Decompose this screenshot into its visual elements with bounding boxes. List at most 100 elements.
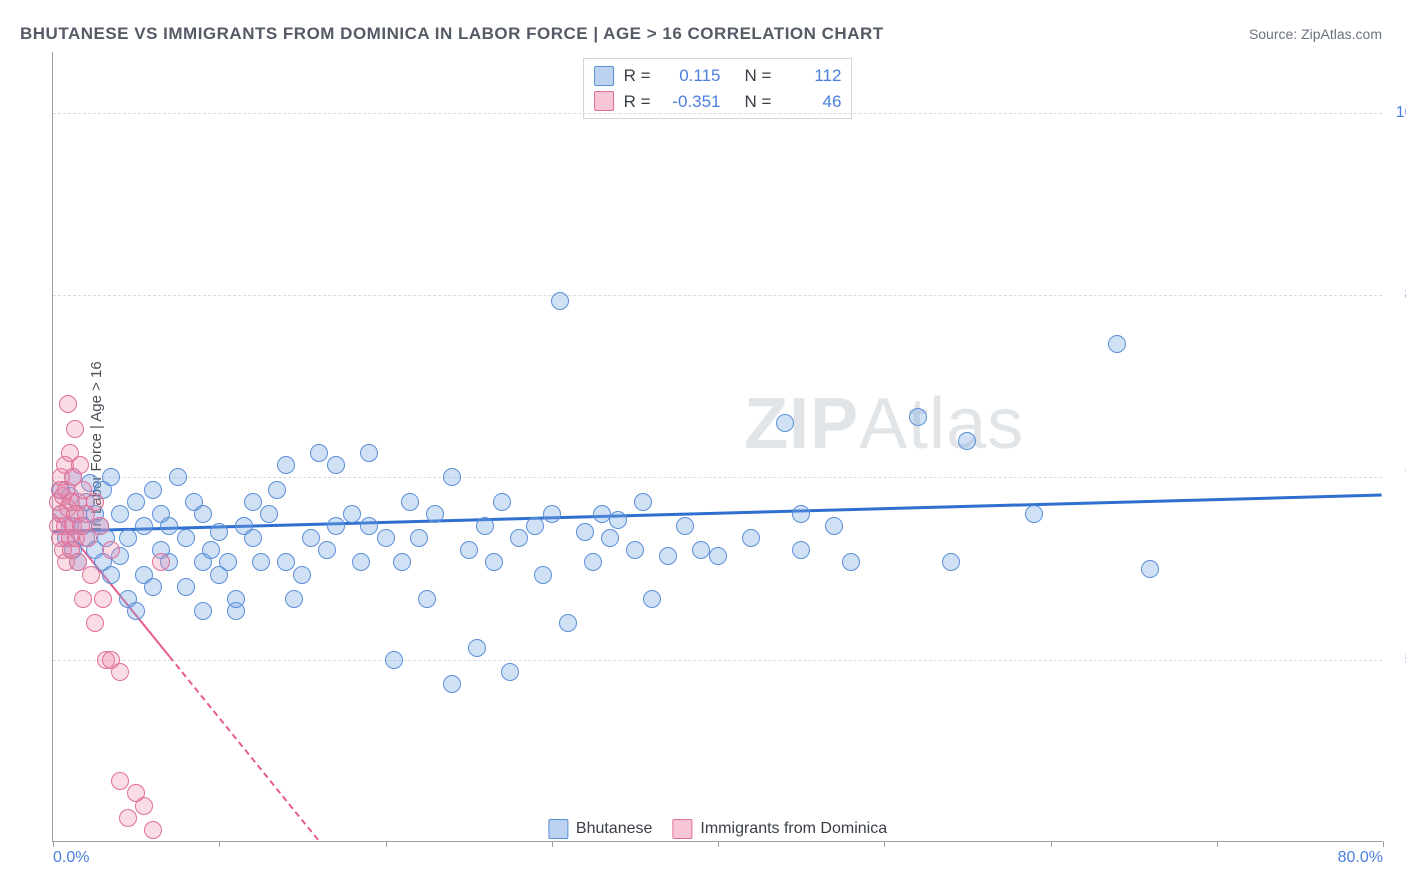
data-point xyxy=(493,493,511,511)
x-tick xyxy=(884,841,885,847)
data-point xyxy=(659,547,677,565)
data-point xyxy=(584,553,602,571)
trend-lines xyxy=(53,52,1382,841)
data-point xyxy=(82,566,100,584)
data-point xyxy=(111,505,129,523)
data-point xyxy=(293,566,311,584)
legend-label: Bhutanese xyxy=(576,820,653,838)
data-point xyxy=(776,414,794,432)
data-point xyxy=(111,663,129,681)
data-point xyxy=(119,529,137,547)
x-tick xyxy=(1217,841,1218,847)
swatch-icon xyxy=(594,91,614,111)
n-value: 46 xyxy=(781,89,841,115)
x-tick xyxy=(1383,841,1384,847)
scatter-plot: ZIPAtlas R = 0.115 N = 112 R = -0.351 N … xyxy=(52,52,1382,842)
data-point xyxy=(119,809,137,827)
data-point xyxy=(252,553,270,571)
x-tick xyxy=(718,841,719,847)
gridline xyxy=(53,295,1382,296)
y-tick-label: 100.0% xyxy=(1396,104,1406,122)
data-point xyxy=(534,566,552,584)
data-point xyxy=(1108,335,1126,353)
data-point xyxy=(219,553,237,571)
data-point xyxy=(510,529,528,547)
data-point xyxy=(169,468,187,486)
data-point xyxy=(94,590,112,608)
r-value: -0.351 xyxy=(661,89,721,115)
x-tick xyxy=(1051,841,1052,847)
data-point xyxy=(144,578,162,596)
swatch-icon xyxy=(548,819,568,839)
data-point xyxy=(144,481,162,499)
data-point xyxy=(244,529,262,547)
data-point xyxy=(942,553,960,571)
data-point xyxy=(543,505,561,523)
x-tick xyxy=(386,841,387,847)
stats-row: R = -0.351 N = 46 xyxy=(594,89,842,115)
data-point xyxy=(86,614,104,632)
x-tick xyxy=(53,841,54,847)
data-point xyxy=(327,517,345,535)
r-label: R = xyxy=(624,89,651,115)
data-point xyxy=(260,505,278,523)
data-point xyxy=(285,590,303,608)
data-point xyxy=(194,505,212,523)
swatch-icon xyxy=(594,66,614,86)
legend-item: Immigrants from Dominica xyxy=(672,819,887,839)
data-point xyxy=(418,590,436,608)
data-point xyxy=(634,493,652,511)
data-point xyxy=(202,541,220,559)
legend-item: Bhutanese xyxy=(548,819,653,839)
data-point xyxy=(1141,560,1159,578)
stats-row: R = 0.115 N = 112 xyxy=(594,63,842,89)
data-point xyxy=(410,529,428,547)
data-point xyxy=(559,614,577,632)
data-point xyxy=(692,541,710,559)
chart-source: Source: ZipAtlas.com xyxy=(1249,26,1382,42)
data-point xyxy=(244,493,262,511)
data-point xyxy=(327,456,345,474)
data-point xyxy=(268,481,286,499)
data-point xyxy=(59,395,77,413)
data-point xyxy=(1025,505,1043,523)
data-point xyxy=(443,468,461,486)
x-tick-label: 0.0% xyxy=(53,849,89,867)
data-point xyxy=(842,553,860,571)
legend-label: Immigrants from Dominica xyxy=(700,820,887,838)
data-point xyxy=(601,529,619,547)
gridline xyxy=(53,113,1382,114)
x-tick xyxy=(219,841,220,847)
data-point xyxy=(460,541,478,559)
data-point xyxy=(177,578,195,596)
data-point xyxy=(127,602,145,620)
data-point xyxy=(360,444,378,462)
data-point xyxy=(310,444,328,462)
data-point xyxy=(102,566,120,584)
data-point xyxy=(485,553,503,571)
data-point xyxy=(102,541,120,559)
watermark-thin: Atlas xyxy=(859,384,1024,464)
data-point xyxy=(91,517,109,535)
data-point xyxy=(352,553,370,571)
data-point xyxy=(909,408,927,426)
n-label: N = xyxy=(745,63,772,89)
data-point xyxy=(377,529,395,547)
data-point xyxy=(343,505,361,523)
data-point xyxy=(401,493,419,511)
r-value: 0.115 xyxy=(661,63,721,89)
data-point xyxy=(393,553,411,571)
data-point xyxy=(593,505,611,523)
data-point xyxy=(468,639,486,657)
data-point xyxy=(385,651,403,669)
data-point xyxy=(86,493,104,511)
data-point xyxy=(609,511,627,529)
x-tick-label: 80.0% xyxy=(1338,849,1383,867)
n-value: 112 xyxy=(781,63,841,89)
data-point xyxy=(111,772,129,790)
data-point xyxy=(958,432,976,450)
n-label: N = xyxy=(745,89,772,115)
data-point xyxy=(709,547,727,565)
data-point xyxy=(742,529,760,547)
data-point xyxy=(210,523,228,541)
